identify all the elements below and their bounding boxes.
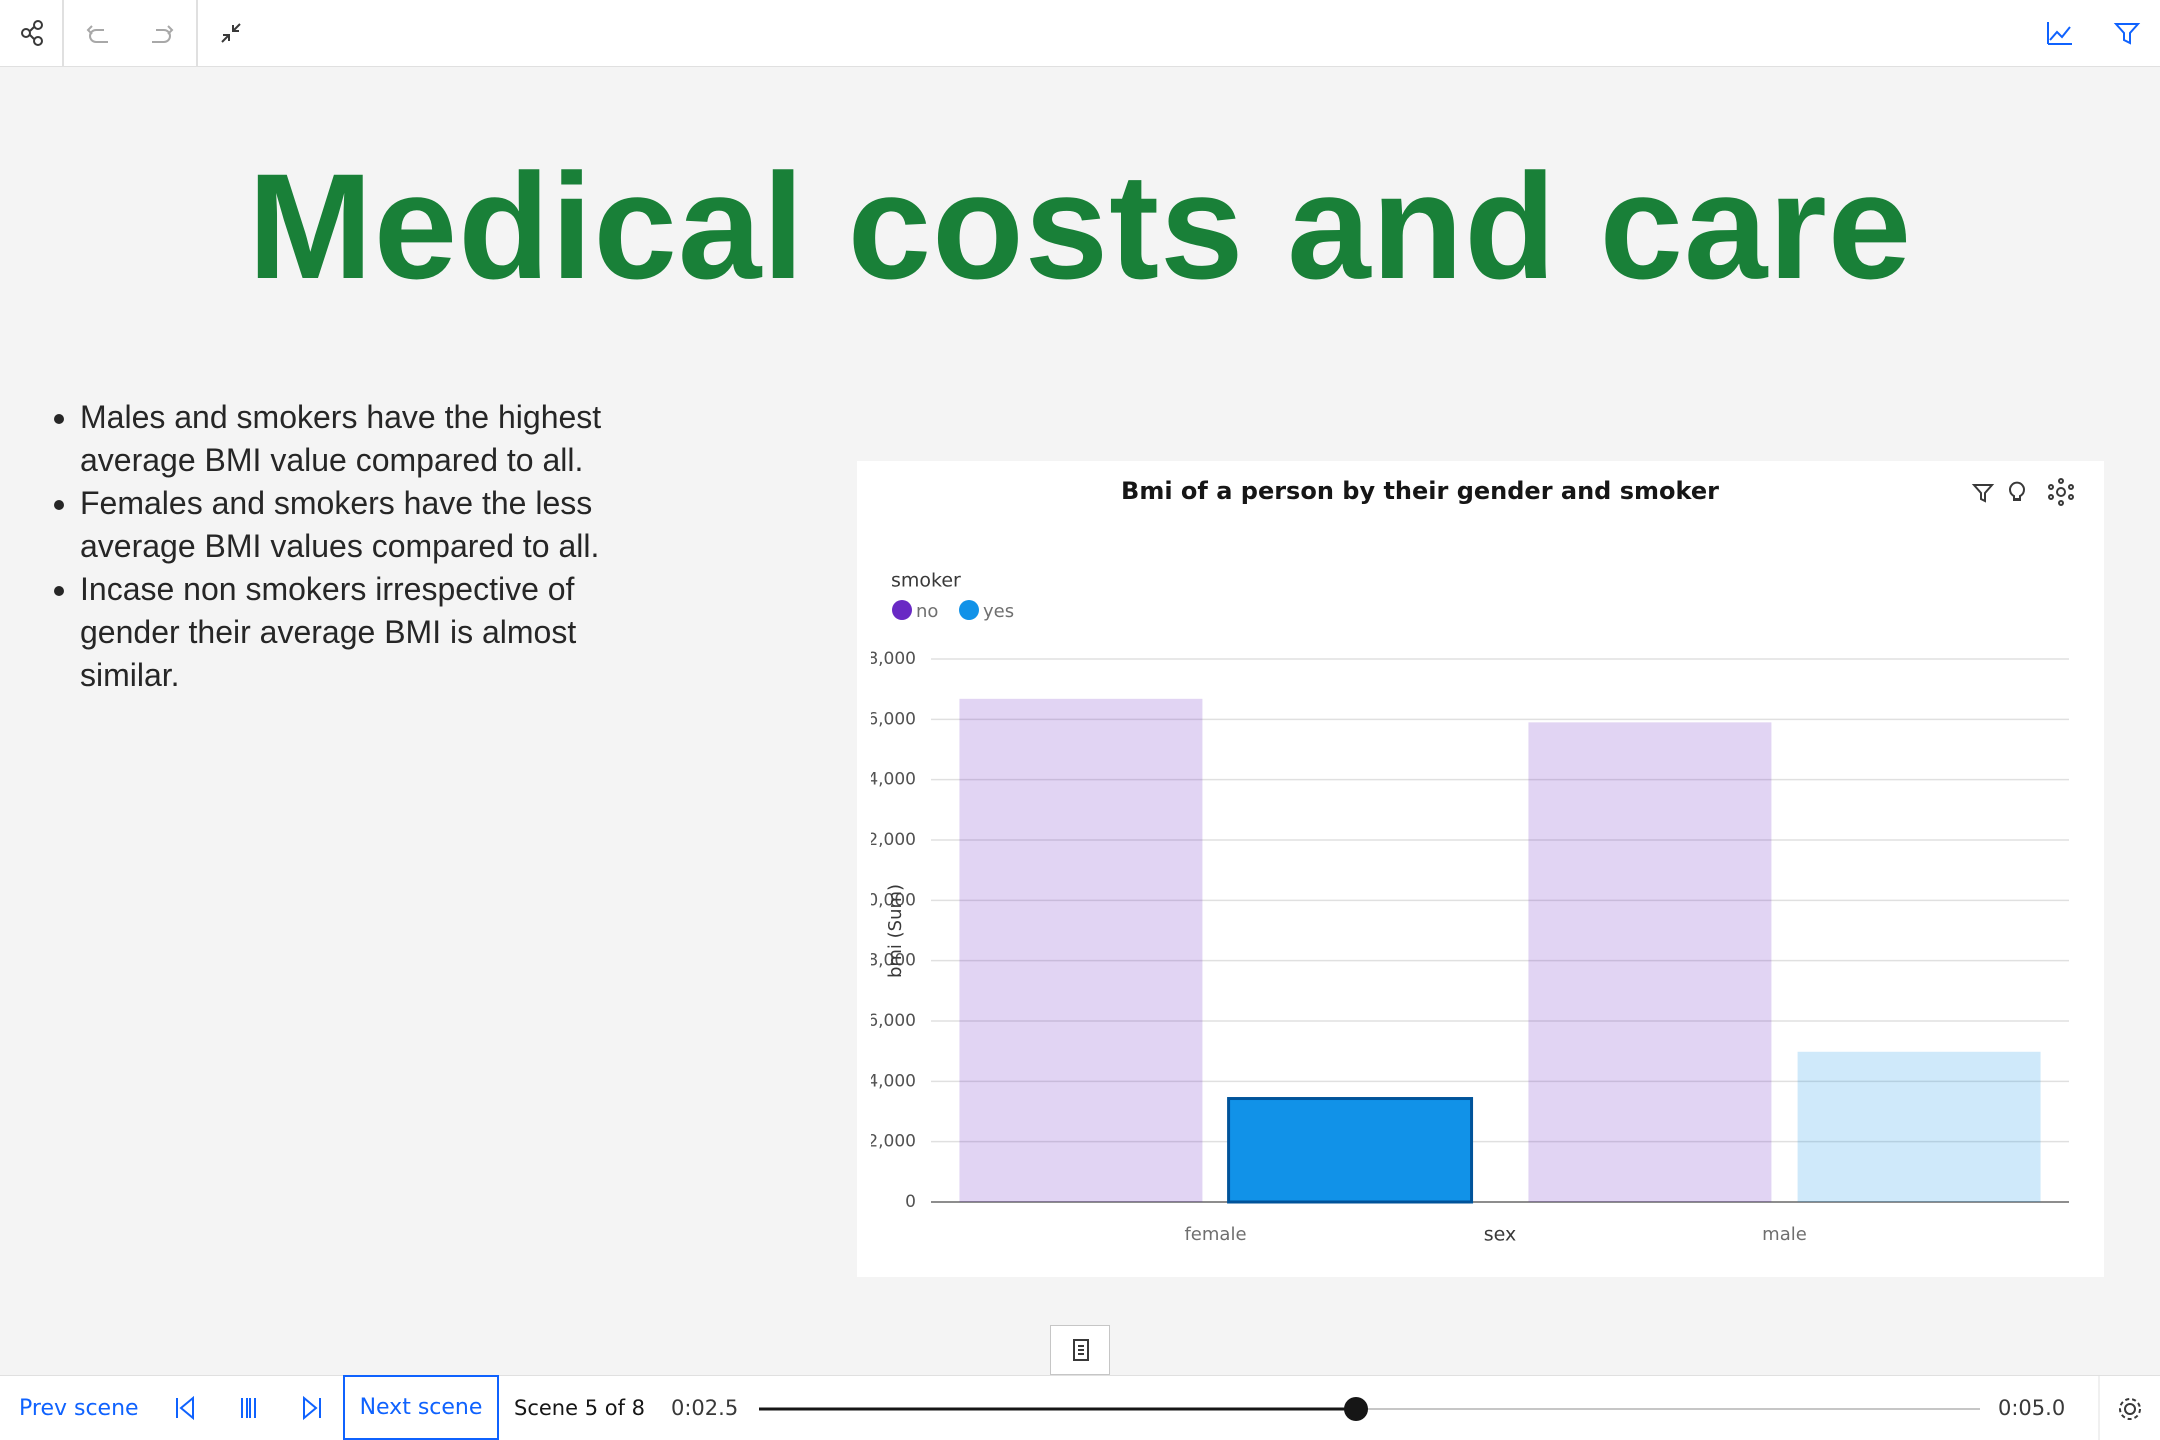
chart-settings-icon[interactable] xyxy=(2048,478,2074,506)
first-scene-button[interactable] xyxy=(176,1395,194,1421)
next-scene-button[interactable]: Next scene xyxy=(343,1375,499,1440)
legend-title: smoker xyxy=(891,570,961,592)
scene-counter: Scene 5 of 8 xyxy=(514,1396,646,1420)
y-tick-label: 4,000 xyxy=(867,1071,916,1091)
y-tick-label: 10,000 xyxy=(857,890,916,910)
notes-icon xyxy=(1073,1339,1089,1361)
legend-label: no xyxy=(916,601,938,622)
chart: Bmi of a person by their gender and smok… xyxy=(857,477,2074,1246)
x-tick-label: male xyxy=(1762,1224,1807,1245)
y-tick-label: 8,000 xyxy=(867,951,916,971)
notes-button[interactable] xyxy=(1050,1325,1110,1375)
bar xyxy=(1227,1097,1474,1204)
prev-scene-button[interactable]: Prev scene xyxy=(19,1396,139,1421)
toolbar-icons xyxy=(21,0,2141,66)
y-tick-label: 18,000 xyxy=(857,649,916,669)
chart-button[interactable] xyxy=(2047,22,2072,45)
y-tick-label: 14,000 xyxy=(857,770,916,790)
current-time: 0:02.5 xyxy=(671,1396,739,1420)
total-time: 0:05.0 xyxy=(1998,1396,2066,1420)
toolbar xyxy=(0,0,2160,67)
progress-knob[interactable] xyxy=(1344,1397,1368,1421)
x-tick-label: female xyxy=(1184,1224,1246,1245)
pause-button[interactable] xyxy=(241,1398,256,1418)
undo-button[interactable] xyxy=(86,25,108,43)
x-axis-label: sex xyxy=(1484,1224,1517,1246)
y-tick-label: 0 xyxy=(905,1192,916,1212)
filter-button[interactable] xyxy=(2113,23,2141,45)
y-tick-label: 6,000 xyxy=(867,1011,916,1031)
chart-insight-icon[interactable] xyxy=(2009,481,2025,501)
chart-title: Bmi of a person by their gender and smok… xyxy=(1121,477,1719,505)
bar xyxy=(1528,722,1772,1202)
chart-filter-icon[interactable] xyxy=(1971,484,1995,503)
bullet: Males and smokers have the highest avera… xyxy=(80,396,680,482)
y-tick-label: 12,000 xyxy=(857,830,916,850)
collapse-button[interactable] xyxy=(221,23,241,43)
last-scene-button[interactable] xyxy=(303,1395,321,1421)
y-axis-label: bmi (Sum) xyxy=(885,884,906,978)
bullet: Incase non smokers irrespective of gende… xyxy=(80,568,680,697)
bullet-list: Males and smokers have the highest avera… xyxy=(40,396,680,697)
chart-card: Bmi of a person by their gender and smok… xyxy=(857,461,2104,1277)
legend-swatch xyxy=(959,600,979,620)
share-button[interactable] xyxy=(21,20,43,46)
player-icons xyxy=(176,1376,2141,1440)
bar xyxy=(1797,1051,2041,1202)
bullet: Females and smokers have the less averag… xyxy=(80,482,680,568)
page-title: Medical costs and care xyxy=(247,142,1913,310)
player-bar: Prev scene Next scene Scene 5 of 8 0:02.… xyxy=(0,1375,2160,1440)
y-axis: 0 2,000 4,000 6,000 8,000 10,000 12,000 14,000 1… xyxy=(857,649,916,1212)
settings-button[interactable] xyxy=(2119,1398,2141,1420)
y-tick-label: 16,000 xyxy=(857,709,916,729)
legend-swatch xyxy=(892,600,912,620)
bar xyxy=(959,698,1203,1202)
redo-button[interactable] xyxy=(152,25,174,43)
legend-label: yes xyxy=(983,601,1014,622)
y-tick-label: 2,000 xyxy=(867,1132,916,1152)
